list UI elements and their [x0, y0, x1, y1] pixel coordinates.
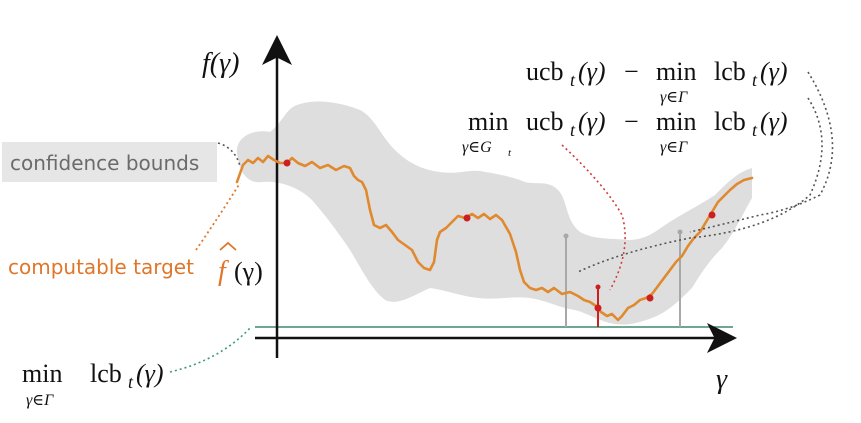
- svg-text:lcb: lcb: [714, 57, 746, 86]
- svg-text:(γ): (γ): [234, 257, 263, 286]
- leader-gap-top: [689, 71, 834, 233]
- gap-line-right-top: [677, 229, 683, 235]
- svg-text:f: f: [218, 256, 229, 287]
- svg-text:t: t: [128, 372, 134, 392]
- sample-point: [595, 284, 601, 290]
- svg-text:(γ): (γ): [578, 57, 606, 86]
- fhat-hat: [219, 241, 237, 251]
- svg-text:t: t: [752, 70, 758, 90]
- computable-target-label: computable target: [8, 255, 194, 279]
- sample-point: [594, 304, 602, 312]
- sample-point: [708, 211, 716, 219]
- leader-min-lcb: [169, 327, 251, 373]
- svg-text:lcb: lcb: [714, 107, 746, 136]
- svg-text:lcb: lcb: [90, 359, 122, 388]
- svg-text:(γ): (γ): [760, 107, 788, 136]
- svg-text:t: t: [570, 70, 576, 90]
- ucb-minus-min-lcb-formula: ucb t (γ) − min γ∈Γ lcb t (γ): [526, 57, 788, 106]
- svg-text:γ∈Γ: γ∈Γ: [26, 392, 54, 409]
- svg-text:−: −: [624, 57, 639, 86]
- min-lcb-formula: min γ∈Γ lcb t (γ): [22, 359, 164, 409]
- svg-text:(γ): (γ): [136, 359, 164, 388]
- svg-text:γ∈Γ: γ∈Γ: [660, 139, 688, 156]
- confidence-label-bg: [2, 142, 217, 182]
- svg-text:−: −: [624, 107, 639, 136]
- leader-min-gap: [561, 144, 626, 291]
- svg-text:ucb: ucb: [526, 57, 564, 86]
- svg-text:ucb: ucb: [526, 107, 564, 136]
- svg-text:γ∈G: γ∈G: [462, 139, 492, 156]
- svg-text:γ∈Γ: γ∈Γ: [660, 89, 688, 106]
- svg-text:t: t: [508, 147, 512, 159]
- svg-text:min: min: [656, 107, 696, 136]
- x-axis-label: γ: [716, 364, 728, 395]
- svg-text:min: min: [22, 359, 62, 388]
- svg-text:t: t: [570, 120, 576, 140]
- sample-point: [463, 214, 471, 222]
- fhat-label: f (γ): [218, 241, 263, 287]
- svg-text:min: min: [468, 107, 508, 136]
- y-axis-label: f(γ): [202, 48, 239, 79]
- svg-text:f(γ): f(γ): [202, 48, 239, 79]
- target-curve: [235, 154, 754, 322]
- sample-point: [646, 294, 654, 302]
- leader-confidence: [217, 142, 241, 167]
- svg-text:(γ): (γ): [578, 107, 606, 136]
- confidence-band: [236, 101, 752, 325]
- gap-line-left-top: [563, 233, 569, 239]
- min-ucb-minus-min-lcb-formula: min γ∈G t ucb t (γ) − min γ∈Γ lcb t (γ): [462, 107, 788, 159]
- svg-text:γ: γ: [716, 364, 728, 395]
- confidence-label: confidence bounds: [10, 151, 199, 175]
- svg-text:t: t: [752, 120, 758, 140]
- svg-text:min: min: [656, 57, 696, 86]
- leader-target: [195, 182, 241, 251]
- svg-text:(γ): (γ): [760, 57, 788, 86]
- sample-point: [283, 159, 291, 167]
